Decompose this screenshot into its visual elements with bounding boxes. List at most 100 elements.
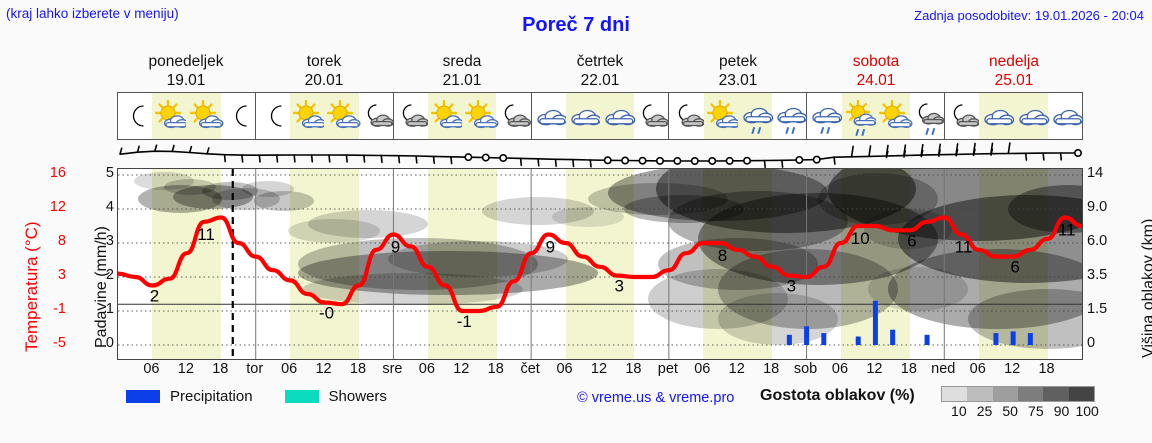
temperature-extreme-label: 6 [1010,258,1019,277]
cloud-density-step-label: 10 [951,403,967,419]
sun-cloud-icon [324,99,361,133]
cloud-density-step-label: 75 [1028,403,1044,419]
precipitation-bar [821,333,827,345]
day-date: 20.01 [304,72,344,89]
menu-hint-text: (kraj lahko izberete v meniju) [6,6,179,21]
day-header-torek: torek 20.01 [255,52,393,90]
x-tick-label: 06 [969,361,986,377]
sun-cloud-icon [462,99,499,133]
moon-cloud-icon [394,99,429,133]
x-tick-label: 18 [763,361,780,377]
weather-icon-cell [634,93,670,139]
forecast-plot[interactable]: 2 11 -0 9 -1 9 3 8 3 10 6 11 6 11 [117,168,1083,360]
weather-icon-cell [979,93,1015,139]
day-name: četrtek [576,53,624,70]
x-tick-label: 18 [487,361,504,377]
temperature-extreme-label: 6 [907,231,916,250]
x-tick-label: 12 [453,361,470,377]
day-header-ponedeljek: ponedeljek 19.01 [117,52,255,90]
daylight-band [152,169,222,359]
wind-barbs [119,142,1082,169]
temperature-extreme-label: -0 [319,304,334,323]
x-tick-label: 18 [212,361,229,377]
weather-icon-cell [394,93,429,139]
icon-day-nedelja [945,93,1084,139]
cloud-icon [532,99,567,133]
precipitation-bar [786,334,792,345]
temperature-tick: -5 [53,335,66,351]
day-date: 19.01 [166,72,206,89]
moon-clear-icon [221,99,255,133]
cloud-density-scale [941,386,1095,402]
x-tick-label: 06 [831,361,849,377]
day-name: sreda [442,53,482,70]
temperature-curve [118,215,1082,314]
x-tick-label: 06 [556,361,573,377]
weather-icon-cell [565,93,602,139]
credit-text[interactable]: © vreme.us & vreme.pro [577,390,735,406]
weather-icon-cell [290,93,327,139]
day-header-nedelja: nedelja 25.01 [945,52,1083,90]
daylight-band [565,169,635,359]
temperature-extreme-label: 9 [391,238,400,257]
moon-cloud-icon [945,99,981,133]
daylight-band [290,169,359,359]
moon-cloud-icon [359,99,394,133]
temperature-extreme-label: 8 [718,246,727,265]
precipitation-tick: 2 [105,267,114,283]
daylight-band [427,169,497,359]
daylight-band [978,169,1048,359]
sun-cloud-rain-icon [842,99,877,136]
temperature-extreme-label: 11 [955,238,973,257]
temperature-tick: -1 [53,301,66,317]
cloud-height-tick: 9.0 [1087,199,1108,215]
x-tick-label: pet [657,361,678,377]
cloud-height-tick: 1.5 [1087,301,1108,317]
weather-icon-cell [359,93,394,139]
precipitation-tick: 5 [105,165,114,181]
cloud-icon [600,99,636,133]
x-tick-label: 12 [728,361,745,377]
temperature-extreme-label: 9 [546,238,555,257]
precipitation-legend: Precipitation Showers [126,388,387,405]
cloud-density-step [967,387,993,401]
precipitation-tick: 3 [105,233,114,249]
moon-cloud-icon [670,99,705,133]
cloud-density-step-label: 25 [976,403,993,419]
precipitation-swatch [126,390,160,403]
precipitation-tick: 0 [105,335,114,351]
cloud-icon [1014,99,1049,133]
cloud-density-step [992,387,1018,401]
cloud-density-step-label: 50 [1002,403,1018,419]
temperature-tick: 3 [57,267,66,283]
temperature-extreme-label: 3 [787,277,796,296]
weather-icon-cell [841,93,877,139]
moon-cloud-rain-icon [910,99,945,135]
sun-cloud-icon [187,99,224,133]
precipitation-bar [1010,331,1016,345]
weather-icon-cell [427,93,465,139]
x-tick-label: tor [246,361,264,377]
day-name: ponedeljek [148,53,224,70]
temperature-extreme-label: 10 [851,229,870,248]
weather-icon-cell [1048,93,1084,139]
precipitation-bar [872,300,878,345]
plot-canvas: 2 11 -0 9 -1 9 3 8 3 10 6 11 6 11 [118,169,1082,359]
cloud-rain-icon [738,99,774,134]
cloud-density-step [1068,387,1094,401]
icon-day-četrtek [532,93,670,139]
x-tick-label: 12 [590,361,608,377]
icon-day-torek [256,93,394,139]
weather-icon-cell [496,93,532,139]
moon-cloud-icon [634,99,670,133]
sun-cloud-icon [290,99,327,133]
x-tick-label: čet [520,361,540,377]
temperature-extreme-label: 11 [1058,221,1076,240]
cloud-density-scale-labels: 10 25 50 75 90 100 [938,403,1102,421]
x-tick-label: 12 [177,361,194,377]
sun-cloud-icon [876,99,913,133]
x-tick-label: ned [931,361,956,377]
day-header-petek: petek 23.01 [669,52,807,90]
icon-day-petek [669,93,808,139]
moon-cloud-icon [496,99,532,133]
